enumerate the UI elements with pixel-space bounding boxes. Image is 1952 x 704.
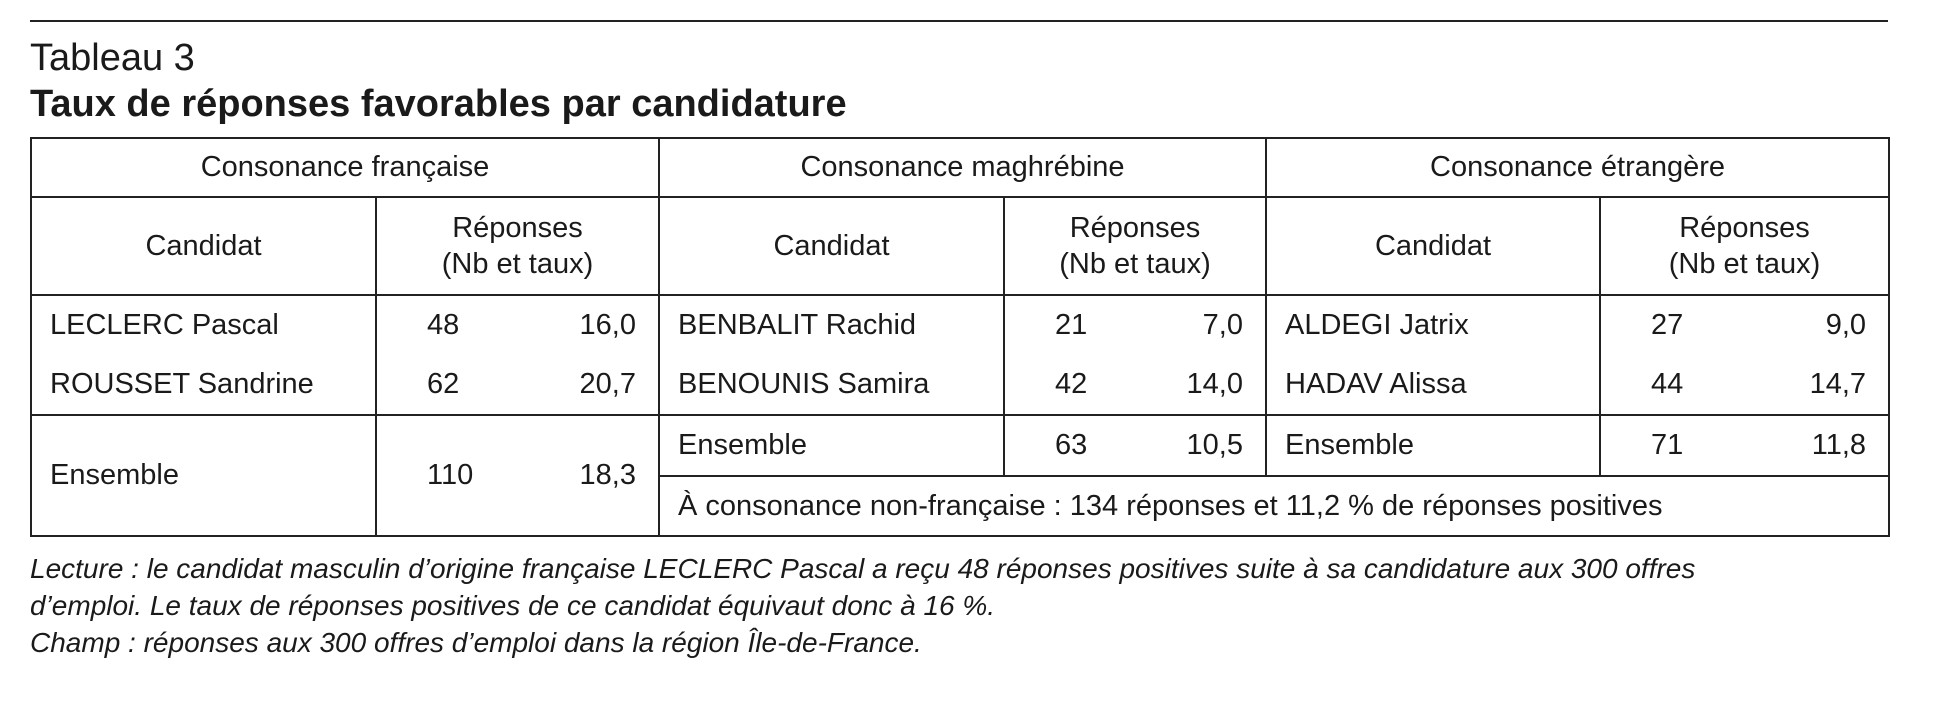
- candidate-responses: 27 9,0: [1599, 294, 1891, 355]
- col-header-candidat: Candidat: [30, 196, 377, 296]
- ensemble-row: Ensemble 110 18,3 Ensemble 63 10,5 Ensembl…: [30, 414, 1891, 537]
- candidate-responses: 42 14,0: [1003, 355, 1268, 416]
- champ-note: Champ : réponses aux 300 offres d’emploi…: [30, 627, 922, 658]
- col-header-reponses: Réponses (Nb et taux): [1599, 196, 1891, 296]
- col-header-reponses-line1: Réponses: [452, 212, 583, 244]
- responses-count: 71: [1651, 429, 1684, 461]
- responses-count: 21: [1055, 309, 1088, 341]
- col-header-candidat: Candidat: [1265, 196, 1602, 296]
- responses-rate: 20,7: [579, 368, 636, 400]
- lecture-note-line1: Lecture : le candidat masculin d’origine…: [30, 553, 1696, 584]
- responses-count: 110: [427, 459, 474, 491]
- table-row: ROUSSET Sandrine 62 20,7 BENOUNIS Samira …: [30, 355, 1891, 416]
- responses-count: 42: [1055, 368, 1088, 400]
- ensemble-responses: 110 18,3: [374, 414, 661, 537]
- candidate-responses: 21 7,0: [1003, 294, 1268, 355]
- candidate-responses: 48 16,0: [374, 294, 661, 355]
- candidate-name: ROUSSET Sandrine: [30, 355, 377, 416]
- non-francaise-summary: À consonance non-française : 134 réponse…: [658, 475, 1891, 537]
- col-header-candidat: Candidat: [658, 196, 1006, 296]
- top-rule: [30, 20, 1888, 22]
- lecture-note-line2: d’emploi. Le taux de réponses positives …: [30, 590, 996, 621]
- ensemble-responses: 71 11,8: [1599, 414, 1891, 477]
- candidate-responses: 44 14,7: [1599, 355, 1891, 416]
- ensemble-label: Ensemble: [30, 414, 377, 537]
- col-header-reponses: Réponses (Nb et taux): [1003, 196, 1268, 296]
- responses-rate: 16,0: [579, 309, 636, 341]
- candidate-name: HADAV Alissa: [1265, 355, 1602, 416]
- responses-rate: 9,0: [1825, 309, 1867, 341]
- responses-rate: 18,3: [579, 459, 636, 491]
- candidate-responses: 62 20,7: [374, 355, 661, 416]
- table-label: Tableau 3: [30, 37, 195, 79]
- column-header-row: Candidat Réponses (Nb et taux) Candidat …: [30, 196, 1891, 296]
- group-header-maghrebine: Consonance maghrébine: [658, 137, 1268, 198]
- responses-count: 48: [427, 309, 460, 341]
- candidate-name: BENBALIT Rachid: [658, 294, 1006, 355]
- responses-count: 63: [1055, 429, 1088, 461]
- responses-rate: 10,5: [1186, 429, 1243, 461]
- results-table: Consonance française Consonance maghrébi…: [29, 137, 1891, 537]
- responses-rate: 14,0: [1186, 368, 1243, 400]
- candidate-name: BENOUNIS Samira: [658, 355, 1006, 416]
- ensemble-label: Ensemble: [658, 414, 1006, 477]
- ensemble-responses: 63 10,5: [1003, 414, 1268, 477]
- col-header-reponses-line1: Réponses: [1069, 212, 1201, 244]
- group-header-etrangere: Consonance étrangère: [1265, 137, 1891, 198]
- table-row: LECLERC Pascal 48 16,0 BENBALIT Rachid 21…: [30, 294, 1891, 355]
- candidate-name: ALDEGI Jatrix: [1265, 294, 1602, 355]
- col-header-reponses-line2: (Nb et taux): [441, 248, 594, 280]
- summary-row: À consonance non-française : 134 réponse…: [31, 475, 1891, 537]
- group-header-row: Consonance française Consonance maghrébi…: [29, 137, 1891, 198]
- responses-rate: 11,8: [1811, 429, 1867, 461]
- responses-count: 44: [1651, 368, 1684, 400]
- col-header-reponses-line2: (Nb et taux): [1059, 248, 1211, 280]
- group-header-francaise: Consonance française: [29, 137, 661, 198]
- table-title: Taux de réponses favorables par candidat…: [30, 83, 847, 125]
- responses-rate: 7,0: [1202, 309, 1243, 341]
- col-header-reponses: Réponses (Nb et taux): [374, 196, 661, 296]
- responses-rate: 14,7: [1809, 368, 1867, 400]
- col-header-reponses-line1: Réponses: [1679, 212, 1810, 244]
- responses-count: 27: [1651, 309, 1684, 341]
- col-header-reponses-line2: (Nb et taux): [1668, 248, 1821, 280]
- candidate-name: LECLERC Pascal: [30, 294, 377, 355]
- responses-count: 62: [427, 368, 460, 400]
- ensemble-label: Ensemble: [1265, 414, 1602, 477]
